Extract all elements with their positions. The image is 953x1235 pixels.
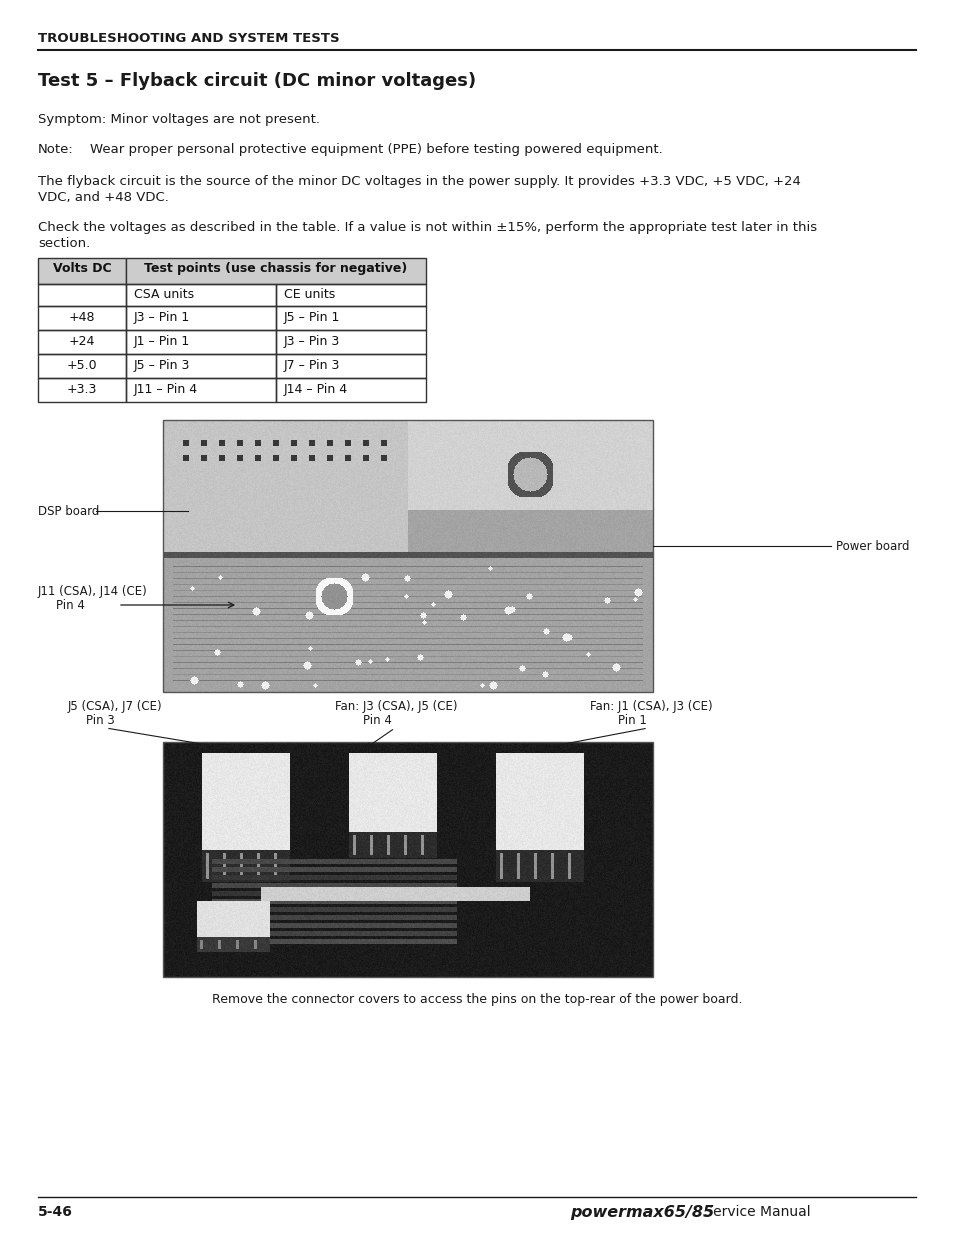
Bar: [126, 306, 275, 330]
Bar: [126, 330, 275, 354]
Text: +3.3: +3.3: [67, 383, 97, 396]
Bar: [38, 330, 126, 354]
Bar: [126, 354, 275, 378]
Text: +24: +24: [69, 335, 95, 348]
Text: Test 5 – Flyback circuit (DC minor voltages): Test 5 – Flyback circuit (DC minor volta…: [38, 72, 476, 90]
Text: section.: section.: [38, 237, 91, 249]
Bar: [275, 330, 426, 354]
Text: Wear proper personal protective equipment (PPE) before testing powered equipment: Wear proper personal protective equipmen…: [90, 143, 662, 156]
Text: J7 – Pin 3: J7 – Pin 3: [284, 359, 340, 372]
Text: powermax65/85: powermax65/85: [569, 1205, 714, 1220]
Bar: [38, 284, 126, 306]
Bar: [126, 284, 275, 306]
Text: Pin 3: Pin 3: [86, 714, 114, 727]
Bar: [275, 284, 426, 306]
Bar: [38, 258, 126, 284]
Bar: [126, 378, 275, 403]
Text: VDC, and +48 VDC.: VDC, and +48 VDC.: [38, 191, 169, 204]
Text: J3 – Pin 3: J3 – Pin 3: [284, 335, 340, 348]
Text: Pin 1: Pin 1: [618, 714, 646, 727]
Text: J5 – Pin 3: J5 – Pin 3: [133, 359, 191, 372]
Text: J14 – Pin 4: J14 – Pin 4: [284, 383, 348, 396]
Text: +5.0: +5.0: [67, 359, 97, 372]
Bar: [275, 354, 426, 378]
Text: Fan: J3 (CSA), J5 (CE): Fan: J3 (CSA), J5 (CE): [335, 700, 457, 713]
Text: 5-46: 5-46: [38, 1205, 72, 1219]
Text: The flyback circuit is the source of the minor DC voltages in the power supply. : The flyback circuit is the source of the…: [38, 175, 800, 188]
Text: TROUBLESHOOTING AND SYSTEM TESTS: TROUBLESHOOTING AND SYSTEM TESTS: [38, 32, 339, 44]
Text: J1 – Pin 1: J1 – Pin 1: [133, 335, 190, 348]
Bar: [38, 378, 126, 403]
Bar: [275, 306, 426, 330]
Text: Volts DC: Volts DC: [52, 262, 112, 275]
Text: DSP board: DSP board: [38, 505, 99, 517]
Text: J11 (CSA), J14 (CE): J11 (CSA), J14 (CE): [38, 585, 148, 598]
Text: Fan: J1 (CSA), J3 (CE): Fan: J1 (CSA), J3 (CE): [589, 700, 712, 713]
Text: Note:: Note:: [38, 143, 73, 156]
Text: Remove the connector covers to access the pins on the top-rear of the power boar: Remove the connector covers to access th…: [212, 993, 741, 1007]
Bar: [38, 354, 126, 378]
Bar: [38, 306, 126, 330]
Bar: [126, 258, 426, 284]
Text: J5 (CSA), J7 (CE): J5 (CSA), J7 (CE): [68, 700, 162, 713]
Text: Check the voltages as described in the table. If a value is not within ±15%, per: Check the voltages as described in the t…: [38, 221, 817, 233]
Text: Service Manual: Service Manual: [700, 1205, 810, 1219]
Text: +48: +48: [69, 311, 95, 324]
Text: Pin 4: Pin 4: [363, 714, 392, 727]
Text: CSA units: CSA units: [133, 288, 193, 301]
Text: Power board: Power board: [835, 540, 908, 553]
Text: CE units: CE units: [284, 288, 335, 301]
Bar: [163, 420, 652, 692]
Bar: [275, 378, 426, 403]
Text: J5 – Pin 1: J5 – Pin 1: [284, 311, 340, 324]
Text: Symptom: Minor voltages are not present.: Symptom: Minor voltages are not present.: [38, 112, 319, 126]
Bar: [163, 742, 652, 977]
Text: J3 – Pin 1: J3 – Pin 1: [133, 311, 190, 324]
Text: Pin 4: Pin 4: [56, 599, 85, 613]
Text: J11 – Pin 4: J11 – Pin 4: [133, 383, 198, 396]
Text: Test points (use chassis for negative): Test points (use chassis for negative): [144, 262, 407, 275]
